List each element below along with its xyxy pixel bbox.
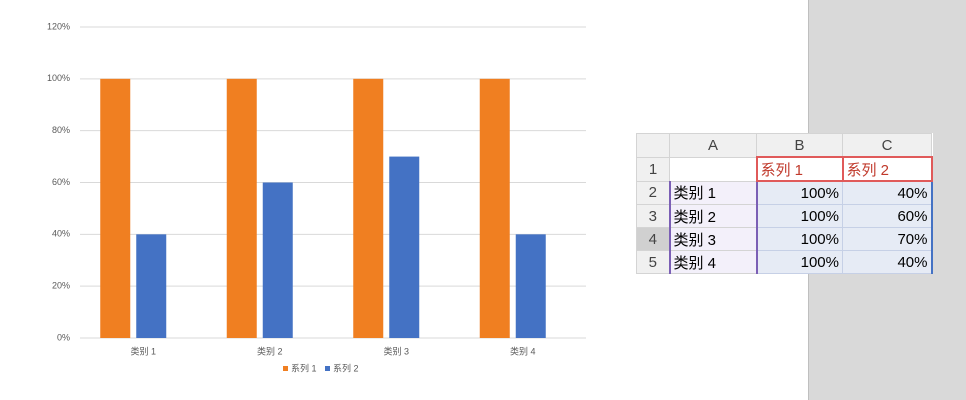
header-cell[interactable] xyxy=(636,133,670,158)
y-tick-label: 120% xyxy=(47,21,70,31)
cell[interactable]: 100% xyxy=(756,250,843,274)
header-cell[interactable]: C xyxy=(842,133,932,158)
cell[interactable]: 类别 3 xyxy=(668,227,758,251)
cell[interactable]: 70% xyxy=(842,227,933,251)
y-tick-label: 80% xyxy=(52,125,70,135)
spreadsheet: A B C 1 系列 1 系列 2 2 类别 1 100% 40% 3 类别 2 100% 60% 4 类别 … xyxy=(636,133,933,274)
x-tick-label: 类别 3 xyxy=(383,345,409,356)
bar xyxy=(136,234,167,338)
bar xyxy=(226,78,257,338)
bar xyxy=(100,78,131,338)
cell[interactable]: 40% xyxy=(842,250,933,274)
row: 1 系列 1 系列 2 xyxy=(636,156,933,182)
row: 4 类别 3 100% 70% xyxy=(636,227,933,251)
x-tick-label: 类别 2 xyxy=(257,345,283,356)
y-tick-label: 100% xyxy=(47,73,70,83)
bar xyxy=(389,156,420,338)
header-cell[interactable]: 1 xyxy=(636,156,670,182)
cell[interactable]: 100% xyxy=(756,180,843,205)
legend-label: 系列 1 xyxy=(291,362,317,373)
cell[interactable]: 类别 4 xyxy=(668,250,758,274)
y-tick-label: 20% xyxy=(52,281,70,291)
cell[interactable]: 60% xyxy=(842,204,933,228)
bar xyxy=(515,234,546,338)
header-cell[interactable]: 2 xyxy=(636,180,670,205)
x-tick-label: 类别 4 xyxy=(510,345,536,356)
row: 3 类别 2 100% 60% xyxy=(636,204,933,228)
header-cell[interactable]: 3 xyxy=(636,204,670,228)
chart: 0% 20% 40% 60% 80% 100% 120% 类别 1 类别 2 类别 3 类别 4 系列… xyxy=(47,21,586,373)
row: 2 类别 1 100% 40% xyxy=(636,180,933,205)
x-tick-label: 类别 1 xyxy=(130,345,156,356)
cell[interactable]: 类别 1 xyxy=(668,180,758,205)
header-cell[interactable]: 4 xyxy=(636,227,670,251)
cell[interactable]: 类别 2 xyxy=(668,204,758,228)
cell[interactable]: 系列 1 xyxy=(755,156,844,182)
header-cell[interactable]: A xyxy=(669,133,757,158)
bar xyxy=(479,78,510,338)
y-tick-label: 40% xyxy=(52,229,70,239)
cell[interactable] xyxy=(669,156,757,182)
y-tick-label: 0% xyxy=(57,332,70,342)
cell[interactable]: 100% xyxy=(756,204,843,228)
y-tick-label: 60% xyxy=(52,177,70,187)
cell[interactable]: 40% xyxy=(842,180,933,205)
legend-label: 系列 2 xyxy=(333,362,359,373)
cell[interactable]: 100% xyxy=(756,227,843,251)
legend-swatch xyxy=(283,366,288,371)
legend-swatch xyxy=(325,366,330,371)
header-cell[interactable]: 5 xyxy=(636,250,670,274)
row: 5 类别 4 100% 40% xyxy=(636,250,933,274)
bar xyxy=(262,182,293,338)
cell[interactable]: 系列 2 xyxy=(841,156,933,182)
bar xyxy=(353,78,384,338)
header-cell[interactable]: B xyxy=(756,133,843,158)
